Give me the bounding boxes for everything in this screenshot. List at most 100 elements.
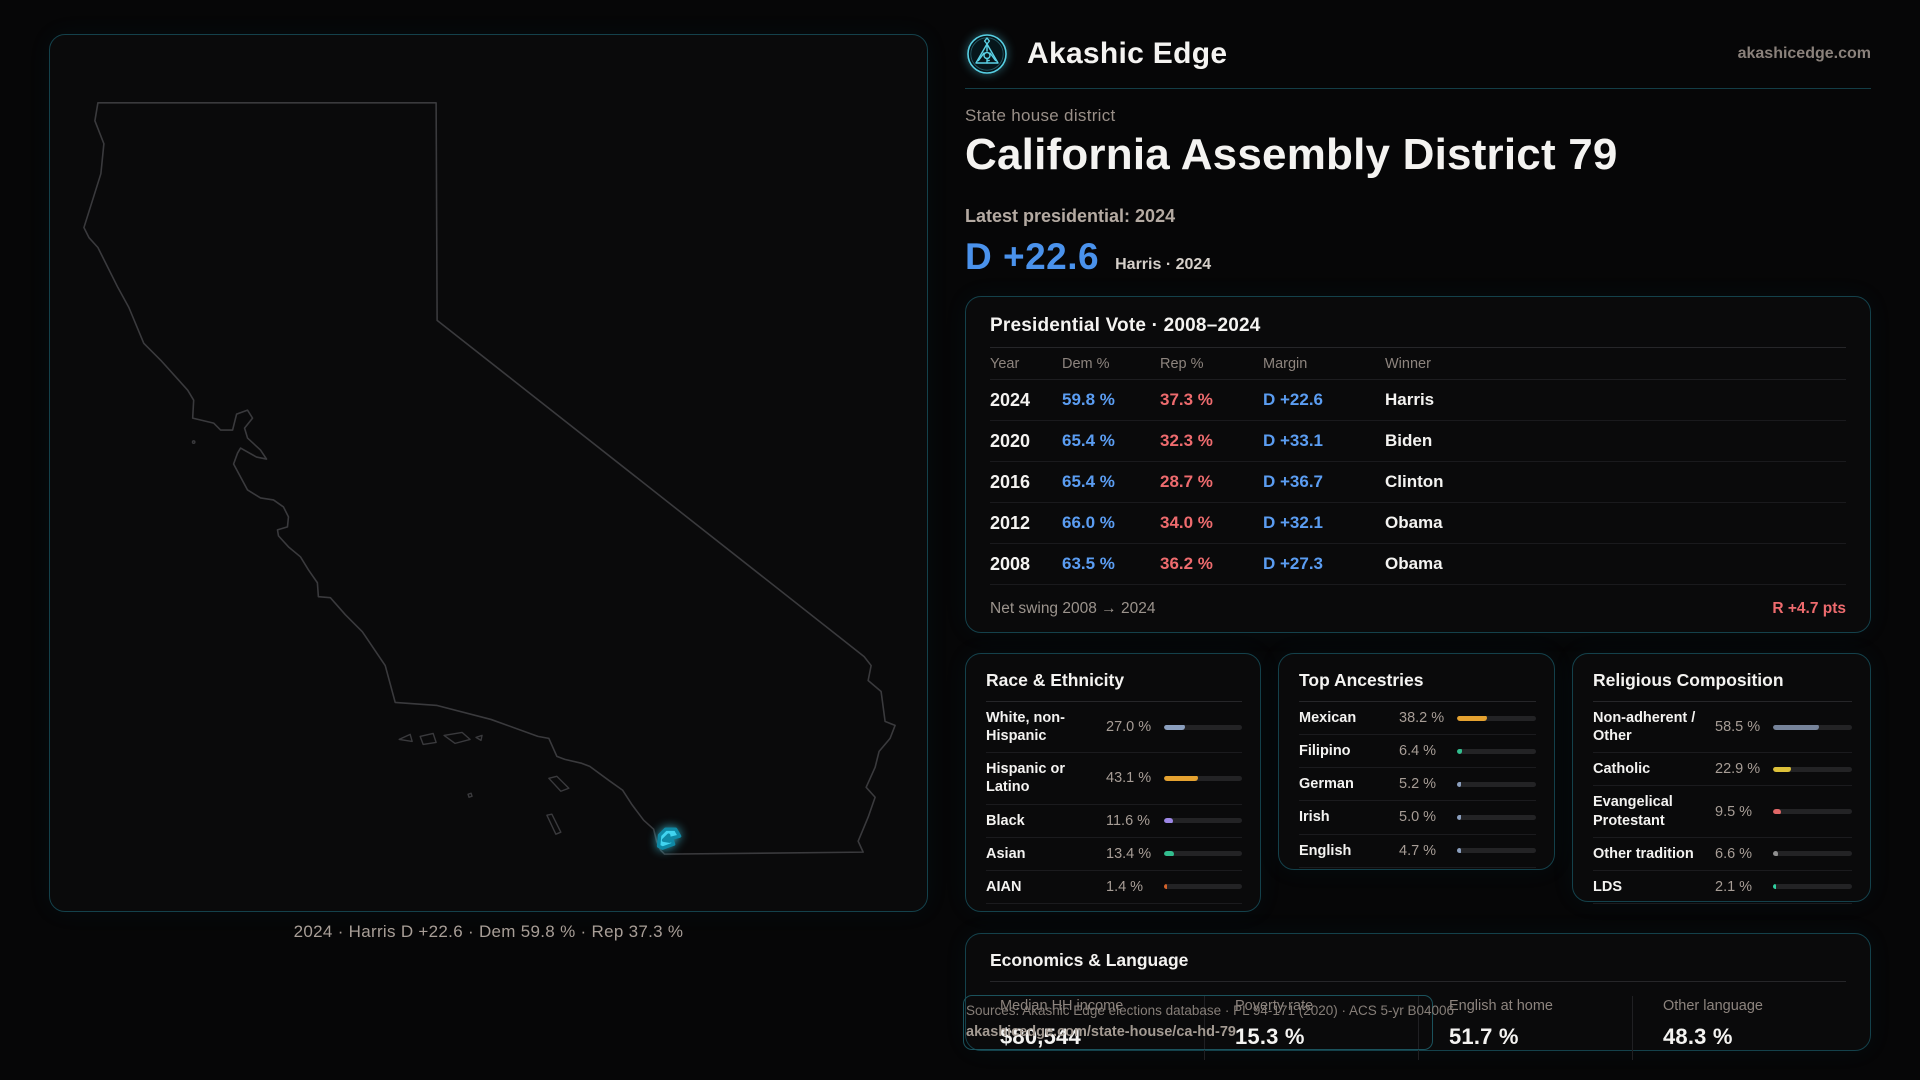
dem-cell: 65.4 % — [1062, 431, 1115, 450]
bar-track — [1773, 766, 1852, 772]
california-map — [83, 102, 896, 855]
year-cell: 2012 — [990, 512, 1031, 533]
row-label: AIAN — [986, 878, 1022, 895]
col-dem: Dem % — [1062, 355, 1110, 372]
row-value: 5.2 % — [1399, 776, 1437, 793]
stat-row: AIAN 1.4 % — [986, 871, 1242, 904]
stat-row: Mexican 38.2 % — [1299, 702, 1536, 736]
row-value: 22.9 % — [1715, 761, 1761, 778]
bar-track — [1457, 781, 1536, 787]
district-79-highlight[interactable] — [656, 827, 682, 850]
bar-track — [1164, 851, 1242, 857]
district-type-label: State house district — [965, 106, 1116, 125]
hero-margin-value: D +22.6 — [965, 236, 1100, 277]
rep-cell: 36.2 % — [1160, 554, 1213, 573]
margin-cell: D +22.6 — [1263, 390, 1324, 409]
hero-margin-subtext: Harris · 2024 — [1115, 256, 1212, 273]
stat-cell: Poverty rate 15.3 % — [1204, 996, 1418, 1060]
stat-row: White, non-Hispanic 27.0 % — [986, 702, 1242, 754]
year-cell: 2020 — [990, 430, 1031, 451]
stat-row: Catholic 22.9 % — [1593, 753, 1852, 787]
stat-row: Hispanic or Latino 43.1 % — [986, 753, 1242, 805]
col-year: Year — [990, 355, 1020, 372]
source-url-link[interactable]: akashicedge.com/state-house/ca-hd-79 — [966, 1024, 1236, 1040]
stat-row: Irish 5.0 % — [1299, 801, 1536, 835]
bar-fill — [1457, 781, 1462, 787]
row-value: 11.6 % — [1106, 812, 1151, 829]
latest-presidential-label: Latest presidential: 2024 — [965, 206, 1176, 226]
margin-cell: D +33.1 — [1263, 431, 1324, 450]
stat-row: English 4.7 % — [1299, 835, 1536, 868]
stat-row: Asian 13.4 % — [986, 838, 1242, 871]
stat-label: Median HH income — [1000, 998, 1124, 1014]
row-value: 4.7 % — [1399, 842, 1437, 859]
row-value: 6.6 % — [1715, 845, 1753, 862]
bar-track — [1457, 715, 1536, 721]
presidential-vote-panel: Presidential Vote · 2008–2024 Year Dem %… — [965, 296, 1871, 633]
net-swing-value: R +4.7 pts — [1772, 600, 1846, 617]
bar-track — [1164, 724, 1242, 730]
row-label: German — [1299, 776, 1354, 793]
stat-cell: Median HH income $80,544 — [990, 996, 1204, 1060]
bar-fill — [1457, 748, 1463, 754]
stat-row: Other tradition 6.6 % — [1593, 838, 1852, 871]
bar-fill — [1457, 848, 1461, 854]
stat-value: 15.3 % — [1235, 1024, 1305, 1049]
header-divider — [965, 88, 1871, 89]
bar-fill — [1164, 775, 1198, 781]
religious-composition-panel: Religious Composition Non-adherent / Oth… — [1572, 653, 1871, 904]
stat-row: German 5.2 % — [1299, 768, 1536, 802]
channel-islands — [398, 731, 570, 835]
table-row: 2008 63.5 % 36.2 % D +27.3 Obama — [990, 544, 1846, 585]
bar-fill — [1773, 724, 1820, 730]
net-swing-row: Net swing 2008 → 2024 R +4.7 pts — [990, 587, 1846, 631]
california-outline — [83, 102, 896, 855]
stat-row: Evangelical Protestant 9.5 % — [1593, 786, 1852, 838]
stat-row: Non-adherent / Other 58.5 % — [1593, 702, 1852, 754]
bar-fill — [1164, 818, 1174, 824]
divider — [990, 981, 1846, 982]
table-row: 2012 66.0 % 34.0 % D +32.1 Obama — [990, 503, 1846, 544]
row-value: 43.1 % — [1106, 770, 1152, 787]
table-row: 2024 59.8 % 37.3 % D +22.6 Harris — [990, 380, 1846, 421]
table-row: 2016 65.4 % 28.7 % D +36.7 Clinton — [990, 462, 1846, 503]
table-row: 2020 65.4 % 32.3 % D +33.1 Biden — [990, 421, 1846, 462]
col-rep: Rep % — [1160, 355, 1204, 372]
row-value: 38.2 % — [1399, 710, 1445, 727]
divider — [1299, 701, 1536, 702]
row-label: Black — [986, 812, 1025, 829]
table-header-row: Year Dem % Rep % Margin Winner — [990, 348, 1846, 380]
year-cell: 2016 — [990, 471, 1031, 492]
col-winner: Winner — [1385, 355, 1431, 372]
map-caption: 2024 · Harris D +22.6 · Dem 59.8 % · Rep… — [293, 922, 684, 941]
bar-fill — [1164, 884, 1167, 890]
brand-header: Akashic Edge akashicedge.com — [965, 28, 1871, 80]
col-margin: Margin — [1263, 355, 1308, 372]
site-domain-link[interactable]: akashicedge.com — [1737, 45, 1871, 62]
row-label: Other tradition — [1593, 845, 1694, 862]
presidential-vote-title: Presidential Vote · 2008–2024 — [990, 315, 1261, 336]
bar-track — [1457, 814, 1536, 820]
divider — [986, 701, 1242, 702]
year-cell: 2024 — [990, 389, 1031, 410]
bar-fill — [1164, 851, 1175, 857]
hero-margin-row: D +22.6 Harris · 2024 — [965, 236, 1211, 278]
bar-track — [1164, 775, 1242, 781]
stat-row: Filipino 6.4 % — [1299, 735, 1536, 769]
row-label: Asian — [986, 845, 1026, 862]
row-label: Evangelical Protestant — [1593, 794, 1673, 829]
district-map-panel — [49, 34, 928, 912]
stat-cell: English at home 51.7 % — [1418, 996, 1632, 1060]
dem-cell: 59.8 % — [1062, 390, 1115, 409]
bar-track — [1773, 851, 1852, 857]
sources-text: Sources: Akashic Edge elections database… — [966, 1003, 1455, 1018]
race-ethnicity-title: Race & Ethnicity — [986, 670, 1125, 690]
stat-label: Other language — [1663, 998, 1763, 1014]
bar-track — [1457, 748, 1536, 754]
row-label: English — [1299, 842, 1352, 859]
stat-label: Poverty rate — [1235, 998, 1314, 1014]
row-value: 2.1 % — [1715, 878, 1753, 895]
dem-cell: 66.0 % — [1062, 513, 1115, 532]
economics-language-title: Economics & Language — [990, 950, 1189, 970]
